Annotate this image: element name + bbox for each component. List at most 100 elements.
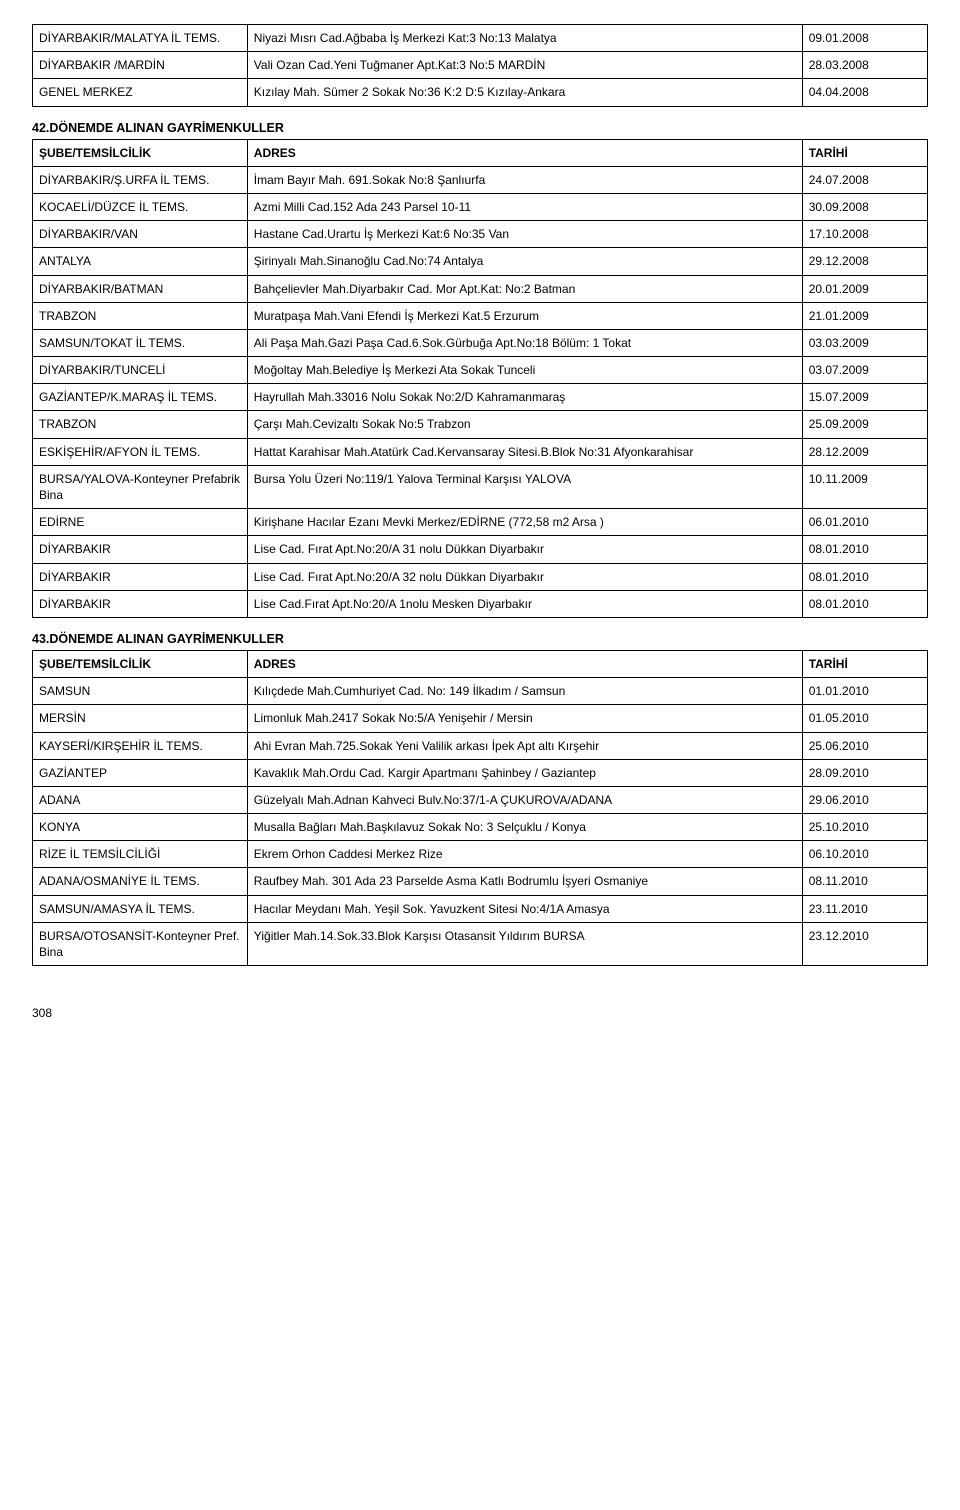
cell-adres: Kılıçdede Mah.Cumhuriyet Cad. No: 149 İl…	[247, 678, 802, 705]
cell-tarih: 01.05.2010	[802, 705, 927, 732]
table-row: DİYARBAKIR/TUNCELİMoğoltay Mah.Belediye …	[33, 357, 928, 384]
cell-tarih: 28.12.2009	[802, 438, 927, 465]
cell-sube: DİYARBAKIR /MARDİN	[33, 52, 248, 79]
header-tarih: TARİHİ	[802, 650, 927, 677]
table-row: EDİRNEKirişhane Hacılar Ezanı Mevki Merk…	[33, 509, 928, 536]
header-sube: ŞUBE/TEMSİLCİLİK	[33, 650, 248, 677]
table-row: DİYARBAKIR/BATMANBahçelievler Mah.Diyarb…	[33, 275, 928, 302]
table-row: DİYARBAKIRLise Cad.Fırat Apt.No:20/A 1no…	[33, 590, 928, 617]
table-row: DİYARBAKIRLise Cad. Fırat Apt.No:20/A 31…	[33, 536, 928, 563]
cell-tarih: 08.11.2010	[802, 868, 927, 895]
cell-adres: Lise Cad. Fırat Apt.No:20/A 31 nolu Dükk…	[247, 536, 802, 563]
cell-sube: DİYARBAKIR	[33, 563, 248, 590]
cell-sube: KONYA	[33, 814, 248, 841]
page-number: 308	[32, 1006, 928, 1020]
cell-adres: Azmi Milli Cad.152 Ada 243 Parsel 10-11	[247, 193, 802, 220]
cell-adres: Limonluk Mah.2417 Sokak No:5/A Yenişehir…	[247, 705, 802, 732]
cell-tarih: 21.01.2009	[802, 302, 927, 329]
table-row: TRABZONMuratpaşa Mah.Vani Efendi İş Merk…	[33, 302, 928, 329]
cell-tarih: 08.01.2010	[802, 590, 927, 617]
table-row: KOCAELİ/DÜZCE İL TEMS.Azmi Milli Cad.152…	[33, 193, 928, 220]
cell-tarih: 01.01.2010	[802, 678, 927, 705]
table-row: DİYARBAKIRLise Cad. Fırat Apt.No:20/A 32…	[33, 563, 928, 590]
cell-sube: RİZE İL TEMSİLCİLİĞİ	[33, 841, 248, 868]
cell-tarih: 25.10.2010	[802, 814, 927, 841]
cell-tarih: 08.01.2010	[802, 536, 927, 563]
table-row: GAZİANTEP/K.MARAŞ İL TEMS.Hayrullah Mah.…	[33, 384, 928, 411]
table-row: ESKİŞEHİR/AFYON İL TEMS.Hattat Karahisar…	[33, 438, 928, 465]
cell-sube: DİYARBAKIR	[33, 590, 248, 617]
table-row: KAYSERİ/KIRŞEHİR İL TEMS.Ahi Evran Mah.7…	[33, 732, 928, 759]
cell-adres: Şirinyalı Mah.Sinanoğlu Cad.No:74 Antaly…	[247, 248, 802, 275]
cell-tarih: 30.09.2008	[802, 193, 927, 220]
table-row: DİYARBAKIR/Ş.URFA İL TEMS.İmam Bayır Mah…	[33, 166, 928, 193]
pre-table: DİYARBAKIR/MALATYA İL TEMS.Niyazi Mısrı …	[32, 24, 928, 107]
cell-sube: DİYARBAKIR/BATMAN	[33, 275, 248, 302]
cell-adres: Çarşı Mah.Cevizaltı Sokak No:5 Trabzon	[247, 411, 802, 438]
cell-sube: SAMSUN	[33, 678, 248, 705]
cell-sube: DİYARBAKIR/MALATYA İL TEMS.	[33, 25, 248, 52]
cell-adres: Hastane Cad.Urartu İş Merkezi Kat:6 No:3…	[247, 221, 802, 248]
cell-tarih: 03.03.2009	[802, 329, 927, 356]
cell-tarih: 29.06.2010	[802, 786, 927, 813]
table-row: BURSA/YALOVA-Konteyner Prefabrik BinaBur…	[33, 465, 928, 508]
cell-adres: Lise Cad. Fırat Apt.No:20/A 32 nolu Dükk…	[247, 563, 802, 590]
cell-tarih: 28.09.2010	[802, 759, 927, 786]
section-43-title: 43.DÖNEMDE ALINAN GAYRİMENKULLER	[32, 632, 928, 646]
cell-tarih: 20.01.2009	[802, 275, 927, 302]
cell-adres: Hacılar Meydanı Mah. Yeşil Sok. Yavuzken…	[247, 895, 802, 922]
section-43-table: ŞUBE/TEMSİLCİLİK ADRES TARİHİ SAMSUNKılı…	[32, 650, 928, 966]
cell-adres: Güzelyalı Mah.Adnan Kahveci Bulv.No:37/1…	[247, 786, 802, 813]
cell-adres: Ekrem Orhon Caddesi Merkez Rize	[247, 841, 802, 868]
cell-sube: ADANA/OSMANİYE İL TEMS.	[33, 868, 248, 895]
cell-tarih: 17.10.2008	[802, 221, 927, 248]
cell-sube: BURSA/YALOVA-Konteyner Prefabrik Bina	[33, 465, 248, 508]
cell-adres: Vali Ozan Cad.Yeni Tuğmaner Apt.Kat:3 No…	[247, 52, 802, 79]
cell-tarih: 25.06.2010	[802, 732, 927, 759]
cell-sube: MERSİN	[33, 705, 248, 732]
cell-sube: GAZİANTEP	[33, 759, 248, 786]
cell-adres: Kirişhane Hacılar Ezanı Mevki Merkez/EDİ…	[247, 509, 802, 536]
cell-tarih: 08.01.2010	[802, 563, 927, 590]
cell-adres: Hattat Karahisar Mah.Atatürk Cad.Kervans…	[247, 438, 802, 465]
cell-sube: KAYSERİ/KIRŞEHİR İL TEMS.	[33, 732, 248, 759]
cell-adres: Kızılay Mah. Sümer 2 Sokak No:36 K:2 D:5…	[247, 79, 802, 106]
cell-sube: BURSA/OTOSANSİT-Konteyner Pref. Bina	[33, 922, 248, 965]
cell-tarih: 10.11.2009	[802, 465, 927, 508]
cell-tarih: 15.07.2009	[802, 384, 927, 411]
section-42-table: ŞUBE/TEMSİLCİLİK ADRES TARİHİ DİYARBAKIR…	[32, 139, 928, 618]
table-header-row: ŞUBE/TEMSİLCİLİK ADRES TARİHİ	[33, 139, 928, 166]
cell-sube: GAZİANTEP/K.MARAŞ İL TEMS.	[33, 384, 248, 411]
table-row: SAMSUN/TOKAT İL TEMS.Ali Paşa Mah.Gazi P…	[33, 329, 928, 356]
cell-sube: SAMSUN/TOKAT İL TEMS.	[33, 329, 248, 356]
cell-adres: Musalla Bağları Mah.Başkılavuz Sokak No:…	[247, 814, 802, 841]
table-row: KONYAMusalla Bağları Mah.Başkılavuz Soka…	[33, 814, 928, 841]
cell-adres: Lise Cad.Fırat Apt.No:20/A 1nolu Mesken …	[247, 590, 802, 617]
table-row: TRABZONÇarşı Mah.Cevizaltı Sokak No:5 Tr…	[33, 411, 928, 438]
header-adres: ADRES	[247, 139, 802, 166]
cell-sube: ADANA	[33, 786, 248, 813]
cell-sube: TRABZON	[33, 302, 248, 329]
table-row: ADANA/OSMANİYE İL TEMS.Raufbey Mah. 301 …	[33, 868, 928, 895]
table-row: DİYARBAKIR /MARDİNVali Ozan Cad.Yeni Tuğ…	[33, 52, 928, 79]
cell-tarih: 06.01.2010	[802, 509, 927, 536]
cell-sube: DİYARBAKIR/TUNCELİ	[33, 357, 248, 384]
cell-tarih: 23.11.2010	[802, 895, 927, 922]
table-row: SAMSUNKılıçdede Mah.Cumhuriyet Cad. No: …	[33, 678, 928, 705]
cell-sube: EDİRNE	[33, 509, 248, 536]
table-row: RİZE İL TEMSİLCİLİĞİEkrem Orhon Caddesi …	[33, 841, 928, 868]
cell-sube: DİYARBAKIR	[33, 536, 248, 563]
cell-adres: Hayrullah Mah.33016 Nolu Sokak No:2/D Ka…	[247, 384, 802, 411]
table-row: DİYARBAKIR/VANHastane Cad.Urartu İş Merk…	[33, 221, 928, 248]
table-header-row: ŞUBE/TEMSİLCİLİK ADRES TARİHİ	[33, 650, 928, 677]
cell-tarih: 29.12.2008	[802, 248, 927, 275]
cell-tarih: 09.01.2008	[802, 25, 927, 52]
cell-sube: GENEL MERKEZ	[33, 79, 248, 106]
table-row: ADANAGüzelyalı Mah.Adnan Kahveci Bulv.No…	[33, 786, 928, 813]
cell-sube: ANTALYA	[33, 248, 248, 275]
table-row: GAZİANTEPKavaklık Mah.Ordu Cad. Kargir A…	[33, 759, 928, 786]
cell-sube: ESKİŞEHİR/AFYON İL TEMS.	[33, 438, 248, 465]
cell-sube: DİYARBAKIR/VAN	[33, 221, 248, 248]
cell-tarih: 06.10.2010	[802, 841, 927, 868]
cell-adres: Muratpaşa Mah.Vani Efendi İş Merkezi Kat…	[247, 302, 802, 329]
